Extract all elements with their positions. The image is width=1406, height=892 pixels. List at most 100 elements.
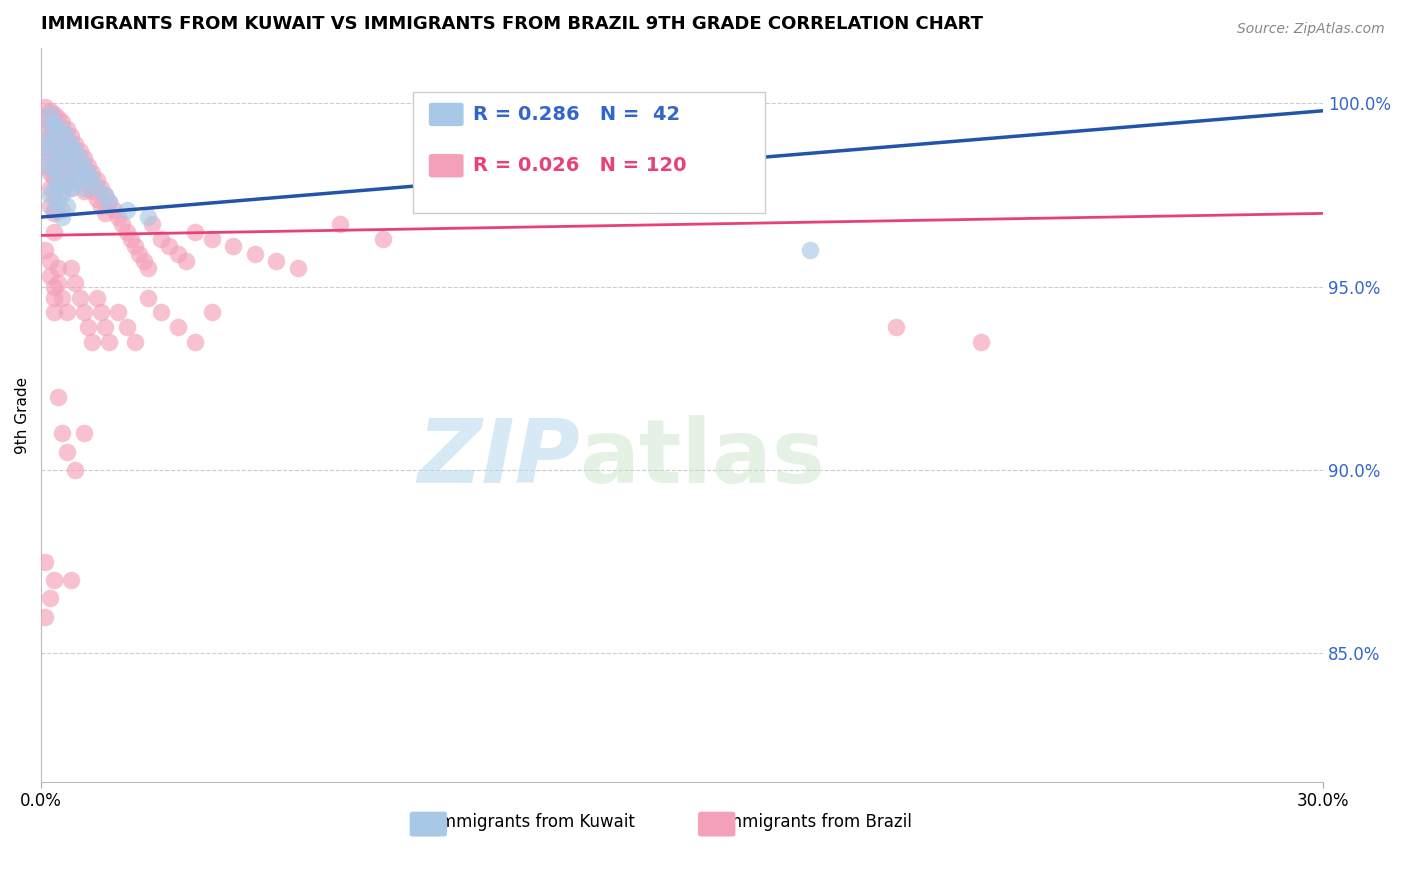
Point — [42, 305, 65, 319]
Point — [65, 276, 87, 290]
Point — [243, 246, 266, 260]
Point — [167, 320, 190, 334]
Point — [77, 166, 100, 180]
Point — [82, 166, 104, 180]
Point — [34, 243, 56, 257]
Point — [82, 334, 104, 349]
Point — [38, 166, 60, 180]
Point — [60, 144, 83, 158]
Point — [34, 100, 56, 114]
Point — [86, 173, 108, 187]
Point — [141, 218, 163, 232]
Point — [38, 254, 60, 268]
Text: atlas: atlas — [579, 416, 825, 502]
Point — [90, 180, 112, 194]
Point — [42, 107, 65, 121]
Point — [42, 573, 65, 587]
Point — [51, 129, 73, 144]
Text: Immigrants from Kuwait: Immigrants from Kuwait — [434, 813, 634, 830]
Point — [60, 180, 83, 194]
Point — [60, 261, 83, 276]
Point — [82, 185, 104, 199]
Point — [69, 291, 91, 305]
Point — [60, 136, 83, 151]
Point — [124, 239, 146, 253]
Point — [73, 185, 96, 199]
Point — [86, 192, 108, 206]
Point — [111, 218, 134, 232]
Point — [42, 119, 65, 133]
Point — [157, 239, 180, 253]
Text: ZIP: ZIP — [416, 416, 579, 502]
Point — [55, 177, 77, 191]
Point — [136, 291, 159, 305]
Point — [38, 591, 60, 606]
Point — [136, 261, 159, 276]
Point — [86, 291, 108, 305]
Point — [42, 291, 65, 305]
FancyBboxPatch shape — [699, 813, 735, 836]
Point — [38, 199, 60, 213]
Point — [38, 147, 60, 161]
Point — [55, 152, 77, 166]
Point — [51, 210, 73, 224]
Point — [51, 185, 73, 199]
Point — [65, 166, 87, 180]
Point — [46, 276, 69, 290]
Point — [42, 202, 65, 217]
Point — [82, 173, 104, 187]
Point — [34, 133, 56, 147]
Point — [38, 119, 60, 133]
Point — [46, 126, 69, 140]
Point — [38, 162, 60, 177]
Point — [60, 180, 83, 194]
Point — [73, 166, 96, 180]
Point — [115, 320, 138, 334]
Point — [94, 206, 117, 220]
Point — [65, 136, 87, 151]
Point — [38, 140, 60, 154]
Point — [167, 246, 190, 260]
Point — [42, 133, 65, 147]
Point — [51, 114, 73, 128]
Point — [799, 243, 821, 257]
Point — [42, 279, 65, 293]
Point — [124, 334, 146, 349]
Point — [73, 159, 96, 173]
Point — [51, 166, 73, 180]
Point — [86, 180, 108, 194]
Point — [115, 225, 138, 239]
Y-axis label: 9th Grade: 9th Grade — [15, 376, 30, 453]
Point — [38, 129, 60, 144]
Point — [51, 166, 73, 180]
Point — [970, 334, 993, 349]
Point — [69, 152, 91, 166]
Point — [55, 155, 77, 169]
Point — [34, 140, 56, 154]
Point — [51, 122, 73, 136]
Point — [51, 188, 73, 202]
Point — [34, 609, 56, 624]
Point — [46, 173, 69, 187]
Point — [55, 305, 77, 319]
Point — [329, 218, 352, 232]
Point — [184, 334, 207, 349]
Point — [98, 195, 121, 210]
Point — [287, 261, 309, 276]
Point — [42, 152, 65, 166]
Point — [46, 261, 69, 276]
Point — [38, 103, 60, 118]
Point — [371, 232, 394, 246]
Point — [46, 140, 69, 154]
Point — [51, 144, 73, 158]
Point — [69, 173, 91, 187]
Point — [128, 246, 150, 260]
Point — [60, 129, 83, 144]
Point — [107, 210, 129, 224]
Text: Source: ZipAtlas.com: Source: ZipAtlas.com — [1237, 22, 1385, 37]
Point — [46, 147, 69, 161]
Point — [46, 177, 69, 191]
Point — [176, 254, 198, 268]
Point — [42, 114, 65, 128]
Point — [42, 206, 65, 220]
